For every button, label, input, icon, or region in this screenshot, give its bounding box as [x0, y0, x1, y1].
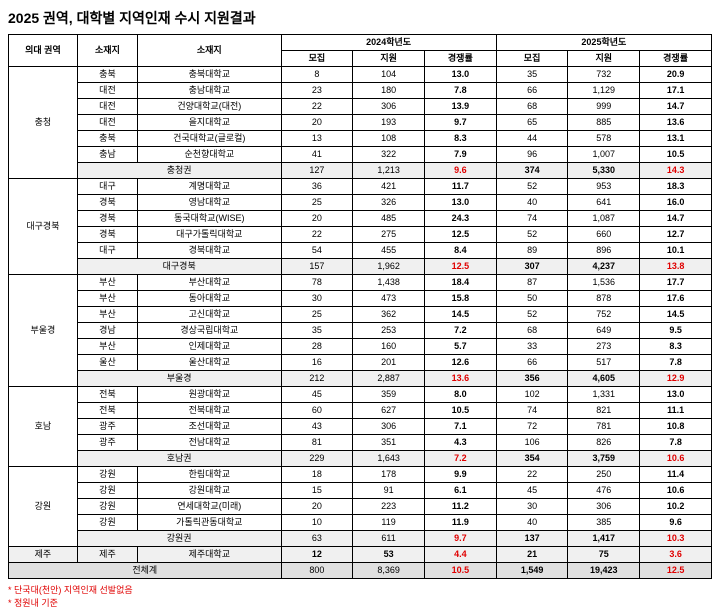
- th-recruit-24: 모집: [281, 51, 353, 67]
- table-row: 전북전북대학교6062710.57482111.1: [9, 403, 712, 419]
- table-row: 강원연세대학교(미래)2022311.23030610.2: [9, 499, 712, 515]
- table-row: 광주전남대학교813514.31068267.8: [9, 435, 712, 451]
- note-1: * 단국대(천안) 지역인재 선발없음: [8, 583, 712, 596]
- table-row: 울산울산대학교1620112.6665177.8: [9, 355, 712, 371]
- table-row: 경북영남대학교2532613.04064116.0: [9, 195, 712, 211]
- table-row: 부울경부산부산대학교781,43818.4871,53617.7: [9, 275, 712, 291]
- subtotal-row: 대구경북1571,96212.53074,23713.8: [9, 259, 712, 275]
- table-row: 충북건국대학교(글로컬)131088.34457813.1: [9, 131, 712, 147]
- table-row: 경북동국대학교(WISE)2048524.3741,08714.7: [9, 211, 712, 227]
- table-row: 강원강원한림대학교181789.92225011.4: [9, 467, 712, 483]
- th-region: 의대 권역: [9, 35, 78, 67]
- subtotal-row: 충청권1271,2139.63745,33014.3: [9, 163, 712, 179]
- th-2024: 2024학년도: [281, 35, 496, 51]
- table-row: 부산동아대학교3047315.85087817.6: [9, 291, 712, 307]
- results-table: 의대 권역 소재지 소재지 2024학년도 2025학년도 모집 지원 경쟁률 …: [8, 34, 712, 579]
- th-ratio-24: 경쟁률: [424, 51, 496, 67]
- th-2025: 2025학년도: [496, 35, 711, 51]
- footnotes: * 단국대(천안) 지역인재 선발없음 * 정원내 기준: [8, 583, 712, 609]
- table-row: 경남경상국립대학교352537.2686499.5: [9, 323, 712, 339]
- table-row: 경북대구가톨릭대학교2227512.55266012.7: [9, 227, 712, 243]
- table-row: 충남순천향대학교413227.9961,00710.5: [9, 147, 712, 163]
- table-row: 강원가톨릭관동대학교1011911.9403859.6: [9, 515, 712, 531]
- table-row: 대전건양대학교(대전)2230613.96899914.7: [9, 99, 712, 115]
- table-row: 부산고신대학교2536214.55275214.5: [9, 307, 712, 323]
- region-cell: 충청: [9, 67, 78, 179]
- region-cell: 강원: [9, 467, 78, 547]
- table-row: 호남전북원광대학교453598.01021,33113.0: [9, 387, 712, 403]
- subtotal-row: 강원권636119.71371,41710.3: [9, 531, 712, 547]
- page-title: 2025 권역, 대학별 지역인재 수시 지원결과: [8, 8, 712, 28]
- th-apply-24: 지원: [353, 51, 425, 67]
- th-apply-25: 지원: [568, 51, 640, 67]
- table-row: 제주제주제주대학교12534.421753.6: [9, 547, 712, 563]
- th-location: 소재지: [77, 35, 137, 67]
- region-cell: 제주: [9, 547, 78, 563]
- table-row: 강원강원대학교15916.14547610.6: [9, 483, 712, 499]
- subtotal-row: 호남권2291,6437.23543,75910.6: [9, 451, 712, 467]
- subtotal-row: 부울경2122,88713.63564,60512.9: [9, 371, 712, 387]
- th-recruit-25: 모집: [496, 51, 568, 67]
- table-row: 대구경북대학교544558.48989610.1: [9, 243, 712, 259]
- table-row: 대전충남대학교231807.8661,12917.1: [9, 83, 712, 99]
- table-row: 대구경북대구계명대학교3642111.75295318.3: [9, 179, 712, 195]
- table-row: 충청충북충북대학교810413.03573220.9: [9, 67, 712, 83]
- note-2: * 정원내 기준: [8, 596, 712, 609]
- region-cell: 부울경: [9, 275, 78, 387]
- grand-total-row: 전체계8008,36910.51,54919,42312.5: [9, 563, 712, 579]
- region-cell: 호남: [9, 387, 78, 467]
- region-cell: 대구경북: [9, 179, 78, 275]
- table-row: 부산인제대학교281605.7332738.3: [9, 339, 712, 355]
- th-univ: 소재지: [138, 35, 281, 67]
- table-row: 대전을지대학교201939.76588513.6: [9, 115, 712, 131]
- th-ratio-25: 경쟁률: [640, 51, 712, 67]
- table-row: 광주조선대학교433067.17278110.8: [9, 419, 712, 435]
